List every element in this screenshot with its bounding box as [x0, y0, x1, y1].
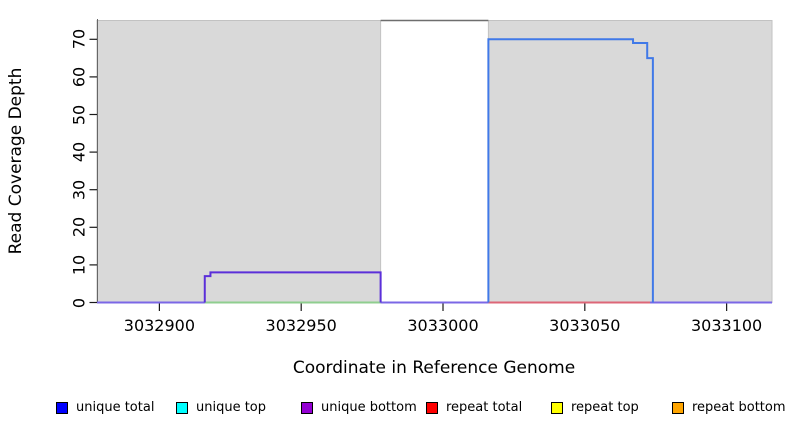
x-tick-label: 3032950 — [265, 316, 337, 335]
legend-label: repeat total — [446, 400, 523, 415]
legend-swatch-icon — [551, 401, 563, 414]
y-tick-label: 20 — [69, 217, 89, 238]
shaded-region — [487, 20, 773, 303]
legend-swatch-icon — [176, 401, 188, 414]
x-tick-label: 3033000 — [407, 316, 479, 335]
legend-item-repeat-bottom: repeat bottom — [672, 400, 786, 415]
y-tick-label: 30 — [69, 179, 89, 200]
x-tick-label: 3033050 — [549, 316, 621, 335]
y-tick-label: 0 — [69, 297, 89, 308]
x-tick-label: 3033100 — [690, 316, 763, 335]
x-tick-label: 3032900 — [123, 316, 196, 335]
legend-label: unique total — [76, 400, 155, 415]
legend-label: repeat bottom — [692, 400, 786, 415]
legend-item-repeat-total: repeat total — [426, 400, 522, 415]
x-axis-title: Coordinate in Reference Genome — [292, 358, 576, 378]
legend-swatch-icon — [56, 401, 68, 414]
legend-label: unique bottom — [321, 400, 417, 415]
legend-item-unique-total: unique total — [56, 400, 154, 415]
legend-label: unique top — [196, 400, 267, 415]
legend-swatch-icon — [672, 401, 684, 414]
y-axis-title: Read Coverage Depth — [6, 67, 26, 255]
series-unique-bottom-plateau — [203, 271, 382, 303]
series-unique-total-plateau — [487, 38, 654, 303]
legend-item-unique-bottom: unique bottom — [301, 400, 417, 415]
legend-item-unique-top: unique top — [176, 400, 266, 415]
legend-item-repeat-top: repeat top — [551, 400, 639, 415]
y-tick-label: 10 — [69, 254, 89, 276]
y-tick-label: 60 — [69, 66, 89, 88]
shaded-region — [96, 20, 382, 303]
y-tick-label: 70 — [69, 29, 89, 50]
legend-label: repeat top — [571, 400, 639, 415]
y-tick-label: 40 — [69, 141, 89, 163]
legend-swatch-icon — [426, 401, 438, 414]
y-tick-label: 50 — [69, 104, 89, 125]
legend-swatch-icon — [301, 401, 313, 414]
